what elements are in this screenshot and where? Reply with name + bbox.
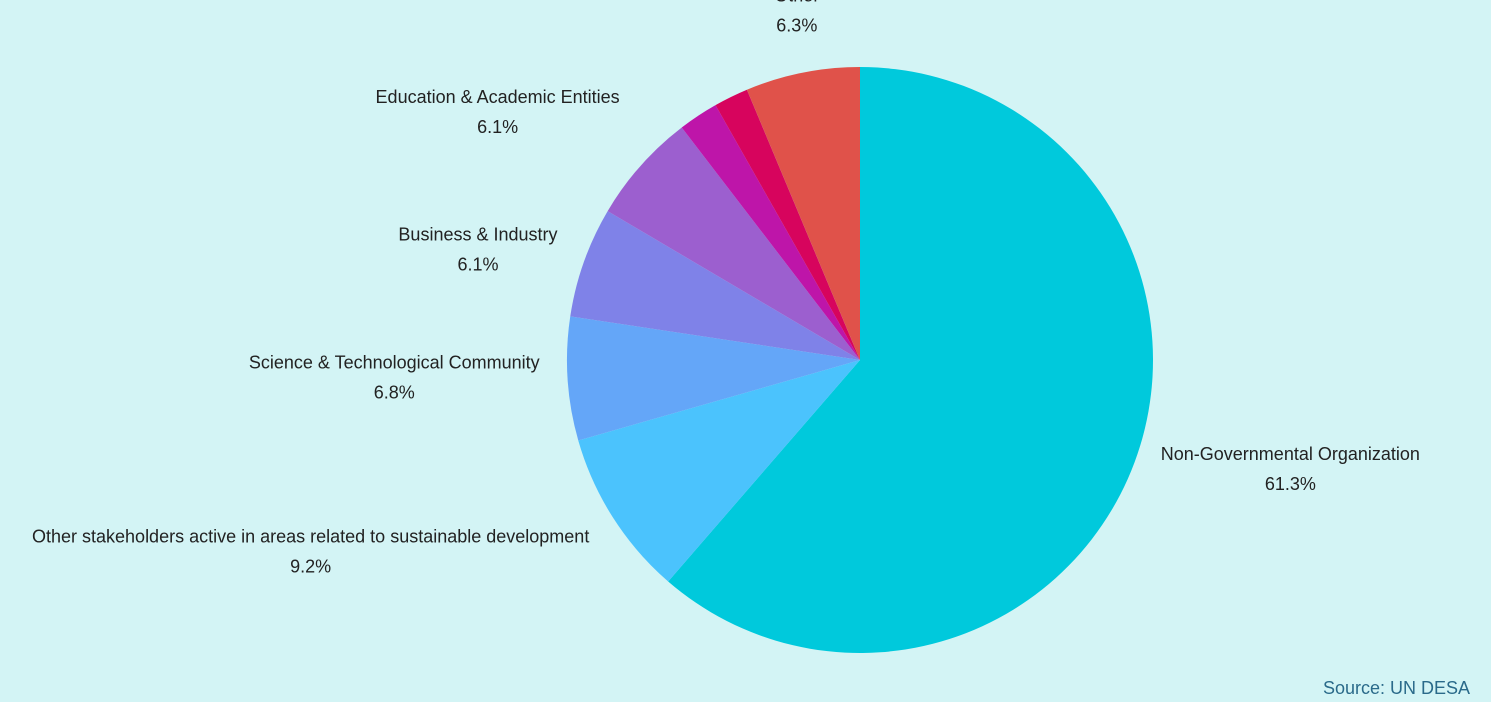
slice-value-label: 6.8% xyxy=(374,383,415,403)
slice-value-label: 61.3% xyxy=(1265,474,1316,494)
slice-label: Education & Academic Entities xyxy=(376,87,620,107)
pie-slice xyxy=(607,127,860,360)
pie-slice xyxy=(578,360,860,582)
slice-value-label: 6.1% xyxy=(477,117,518,137)
pie-slice xyxy=(668,67,1154,654)
pie-slice xyxy=(715,89,860,361)
slice-value-label: 6.1% xyxy=(457,255,498,275)
pie-slice xyxy=(746,67,860,360)
slice-label: Non-Governmental Organization xyxy=(1161,444,1420,464)
slice-value-label: 9.2% xyxy=(290,557,331,577)
pie-slice xyxy=(570,211,860,360)
pie-slice xyxy=(681,105,860,360)
pie-slice xyxy=(567,316,860,441)
slice-label: Other xyxy=(774,0,819,5)
source-note: Source: UN DESA xyxy=(1323,678,1470,698)
slice-label: Other stakeholders active in areas relat… xyxy=(32,527,589,547)
slice-value-label: 6.3% xyxy=(776,15,817,35)
slice-label: Business & Industry xyxy=(398,225,557,245)
slice-label: Science & Technological Community xyxy=(249,353,540,373)
